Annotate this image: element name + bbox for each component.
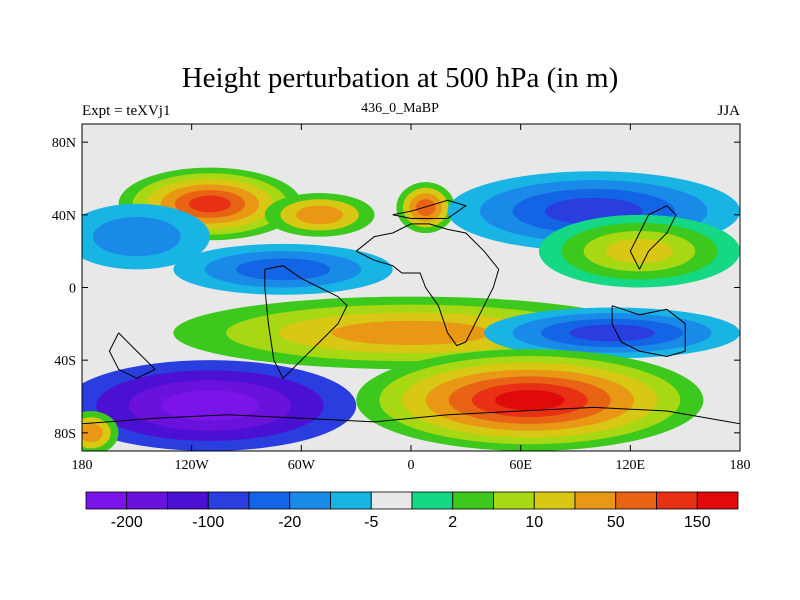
colorbar: -200 -100 -20 -5 2 10 50 150: [85, 491, 739, 531]
contour-band: [82, 423, 103, 443]
colorbar-swatch: [574, 491, 617, 510]
colorbar-swatch: [656, 491, 698, 510]
contour-band: [236, 258, 331, 281]
season-label: JJA: [717, 103, 740, 119]
lon-tick-label: 180: [72, 458, 93, 473]
colorbar-label: 10: [525, 514, 543, 531]
lat-tick-label: 0: [69, 282, 76, 297]
colorbar-swatch: [126, 491, 168, 510]
lat-tick-label: 80N: [52, 136, 76, 151]
contour-band: [415, 199, 436, 217]
period-label: 436_0_MaBP: [361, 101, 439, 116]
colorbar-swatch: [370, 491, 413, 510]
lat-tick-label: 40N: [52, 209, 76, 224]
lat-tick-label: 80S: [54, 427, 76, 442]
contour-band: [161, 390, 259, 421]
colorbar-swatch: [493, 491, 535, 510]
contour-band: [605, 239, 673, 264]
coastline: [264, 265, 348, 380]
longitude-axis: 180 120W 60W 0 60E 120E 180: [72, 124, 751, 473]
colorbar-swatch: [289, 491, 331, 510]
colorbar-swatch: [452, 491, 494, 510]
lon-tick-label: 120W: [175, 458, 210, 473]
contour-band: [495, 389, 565, 411]
colorbar-swatch: [533, 491, 576, 510]
colorbar-label: 2: [448, 514, 457, 531]
colorbar-swatch: [207, 491, 250, 510]
lon-tick-label: 60W: [288, 458, 316, 473]
lat-tick-label: 40S: [54, 354, 76, 369]
colorbar-label: 50: [607, 514, 625, 531]
coastlines: [82, 199, 740, 425]
coastline: [392, 199, 467, 219]
lon-tick-label: 60E: [509, 458, 532, 473]
contour-band: [188, 195, 232, 213]
colorbar-swatch: [696, 491, 739, 510]
colorbar-label: -20: [278, 514, 301, 531]
contour-field: [82, 167, 740, 451]
experiment-label: Expt = teXVj1: [82, 103, 171, 119]
colorbar-swatch: [167, 491, 209, 510]
colorbar-label: -200: [111, 514, 143, 531]
coastline: [611, 305, 686, 358]
colorbar-swatch: [330, 491, 372, 510]
colorbar-label: -5: [364, 514, 378, 531]
colorbar-swatch: [411, 491, 454, 510]
contour-band: [296, 205, 344, 225]
colorbar-swatch: [615, 491, 657, 510]
colorbar-label: 150: [684, 514, 711, 531]
lon-tick-label: 0: [408, 458, 415, 473]
coastline: [108, 332, 156, 379]
plot-area: [81, 123, 741, 452]
lon-tick-label: 180: [730, 458, 751, 473]
colorbar-swatch: [248, 491, 291, 510]
coastline: [355, 223, 500, 347]
colorbar-label: -100: [192, 514, 224, 531]
latitude-axis: 80N 40N 0 40S 80S: [52, 136, 740, 442]
page-title: Height perturbation at 500 hPa (in m): [181, 62, 619, 94]
contour-band: [569, 324, 655, 342]
coastline: [82, 406, 740, 425]
coastline: [629, 205, 677, 270]
colorbar-swatch: [85, 491, 128, 510]
lon-tick-label: 120E: [616, 458, 646, 473]
contour-band: [331, 320, 491, 346]
contour-band: [92, 217, 181, 257]
